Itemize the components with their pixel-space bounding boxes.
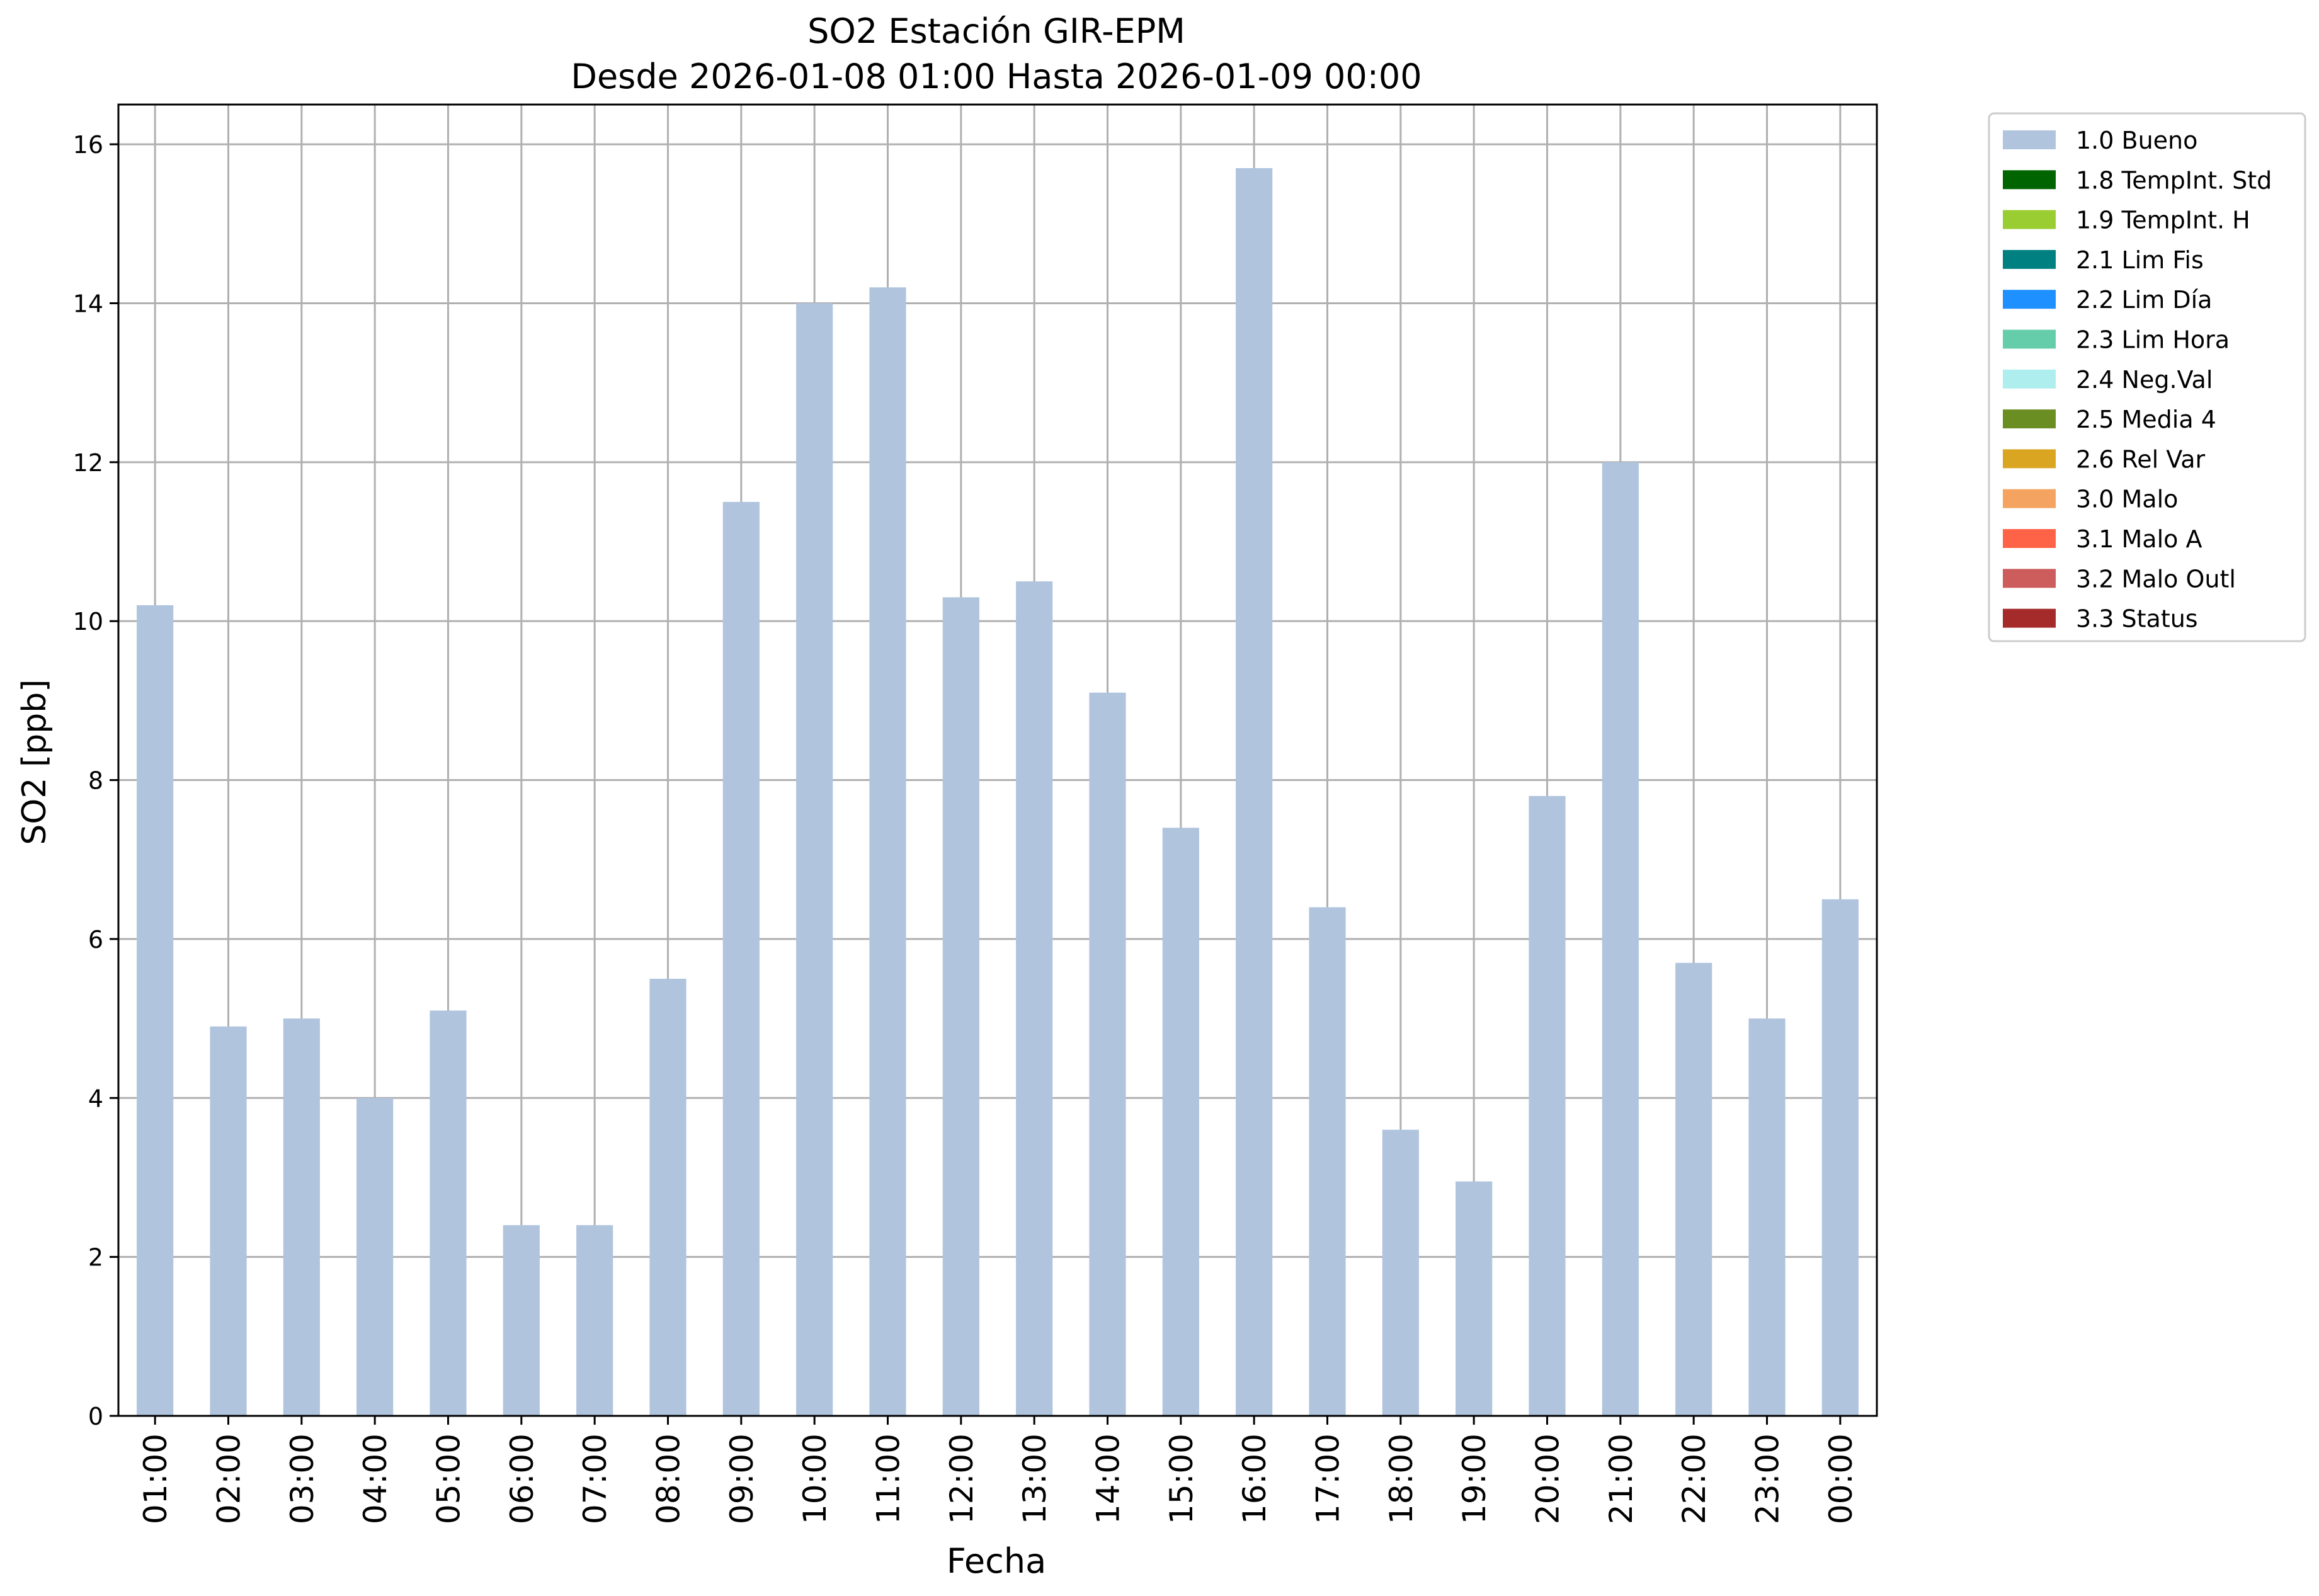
- legend: 1.0 Bueno 1.8 TempInt. Std 1.9 TempInt. H 2…: [1988, 112, 2306, 642]
- x-tick-label: 08:00: [651, 1434, 687, 1524]
- bar-2000: [1529, 795, 1566, 1416]
- bar-1400: [1089, 692, 1126, 1416]
- y-tick-label: 10: [73, 608, 103, 636]
- chart-title: SO2 Estación GIR-EPM: [807, 11, 1185, 51]
- x-tick-label: 20:00: [1530, 1434, 1566, 1524]
- legend-label: 2.3 Lim Hora: [2076, 326, 2230, 354]
- y-tick-label: 4: [88, 1085, 103, 1112]
- legend-swatch: [2003, 170, 2056, 190]
- legend-label: 3.1 Malo A: [2076, 525, 2202, 553]
- bar-0700: [576, 1225, 613, 1416]
- legend-label: 3.2 Malo Outl: [2076, 565, 2236, 593]
- x-tick-label: 17:00: [1310, 1434, 1347, 1524]
- bars-layer: [137, 168, 1859, 1416]
- bar-2300: [1748, 1018, 1786, 1416]
- bar-2100: [1602, 462, 1639, 1416]
- bar-1200: [942, 597, 979, 1416]
- bar-1300: [1016, 581, 1053, 1416]
- legend-label: 3.3 Status: [2076, 605, 2198, 633]
- x-tick-label: 16:00: [1236, 1434, 1273, 1524]
- legend-label: 1.0 Bueno: [2076, 127, 2197, 154]
- x-tick-label: 04:00: [357, 1434, 394, 1524]
- y-tick-label: 0: [88, 1403, 103, 1430]
- y-tick-label: 16: [73, 131, 103, 159]
- legend-swatch: [2003, 249, 2056, 269]
- legend-swatch: [2003, 529, 2056, 548]
- bar-1700: [1309, 907, 1346, 1416]
- y-tick-label: 14: [73, 290, 103, 317]
- x-tick-label: 13:00: [1017, 1434, 1053, 1524]
- legend-frame: [1988, 112, 2306, 642]
- plot-frame: [117, 103, 1878, 1417]
- x-axis-label: Fecha: [947, 1541, 1046, 1581]
- bar-1800: [1382, 1129, 1419, 1416]
- x-tick-label: 07:00: [577, 1434, 613, 1524]
- legend-label: 3.0 Malo: [2076, 486, 2178, 513]
- bar-0300: [283, 1018, 320, 1416]
- x-tick-label: 23:00: [1750, 1434, 1786, 1524]
- x-tick-label: 10:00: [797, 1434, 833, 1524]
- bar-0600: [503, 1225, 540, 1416]
- legend-swatch: [2003, 409, 2056, 429]
- legend-label: 1.8 TempInt. Std: [2076, 166, 2272, 194]
- legend-items: 1.0 Bueno 1.8 TempInt. Std 1.9 TempInt. H 2…: [2003, 127, 2272, 633]
- x-tick-label: 19:00: [1456, 1434, 1493, 1524]
- legend-swatch: [2003, 369, 2056, 389]
- y-axis: 0 2 4 6 8 10 12 14 16: [73, 131, 118, 1430]
- y-tick-label: 6: [88, 926, 103, 954]
- x-tick-label: 15:00: [1163, 1434, 1200, 1524]
- x-tick-label: 09:00: [724, 1434, 760, 1524]
- x-tick-label: 05:00: [431, 1434, 467, 1524]
- legend-swatch: [2003, 130, 2056, 149]
- legend-label: 1.9 TempInt. H: [2076, 207, 2250, 234]
- bar-1500: [1162, 828, 1199, 1416]
- y-tick-label: 12: [73, 449, 103, 477]
- y-axis-label: SO2 [ppb]: [16, 679, 54, 845]
- bar-0200: [210, 1026, 247, 1416]
- legend-label: 2.4 Neg.Val: [2076, 366, 2213, 394]
- x-tick-label: 03:00: [284, 1434, 321, 1524]
- legend-label: 2.5 Media 4: [2076, 406, 2216, 433]
- x-tick-label: 11:00: [870, 1434, 907, 1524]
- bar-1000: [796, 303, 833, 1416]
- bar-0900: [722, 501, 760, 1416]
- bar-1900: [1456, 1181, 1493, 1416]
- legend-swatch: [2003, 569, 2056, 588]
- legend-swatch: [2003, 608, 2056, 628]
- bar-1600: [1236, 168, 1273, 1416]
- x-tick-label: 00:00: [1823, 1434, 1859, 1524]
- x-tick-label: 12:00: [943, 1434, 980, 1524]
- legend-swatch: [2003, 290, 2056, 309]
- legend-label: 2.2 Lim Día: [2076, 286, 2212, 314]
- legend-label: 2.6 Rel Var: [2076, 445, 2206, 473]
- bar-2200: [1675, 962, 1712, 1416]
- x-tick-label: 02:00: [211, 1434, 248, 1524]
- legend-swatch: [2003, 329, 2056, 349]
- x-tick-label: 06:00: [504, 1434, 540, 1524]
- x-tick-label: 22:00: [1676, 1434, 1712, 1524]
- x-tick-label: 18:00: [1383, 1434, 1420, 1524]
- bar-0000: [1821, 899, 1859, 1416]
- legend-label: 2.1 Lim Fis: [2076, 246, 2204, 274]
- x-tick-label: 21:00: [1603, 1434, 1639, 1524]
- x-axis: 01:00 02:00 03:00 04:00 05:00 06:00 07:00 08:00…: [137, 1416, 1859, 1524]
- y-tick-label: 2: [88, 1244, 103, 1272]
- y-tick-label: 8: [88, 767, 103, 795]
- bar-0100: [137, 605, 174, 1416]
- legend-swatch: [2003, 449, 2056, 469]
- x-tick-label: 01:00: [137, 1434, 174, 1524]
- legend-swatch: [2003, 210, 2056, 229]
- x-tick-label: 14:00: [1090, 1434, 1127, 1524]
- bar-0400: [356, 1098, 394, 1416]
- bar-0800: [649, 979, 687, 1416]
- bar-1100: [869, 287, 906, 1416]
- legend-swatch: [2003, 489, 2056, 508]
- bar-0500: [430, 1010, 467, 1416]
- chart-subtitle: Desde 2026-01-08 01:00 Hasta 2026-01-09 …: [571, 57, 1422, 96]
